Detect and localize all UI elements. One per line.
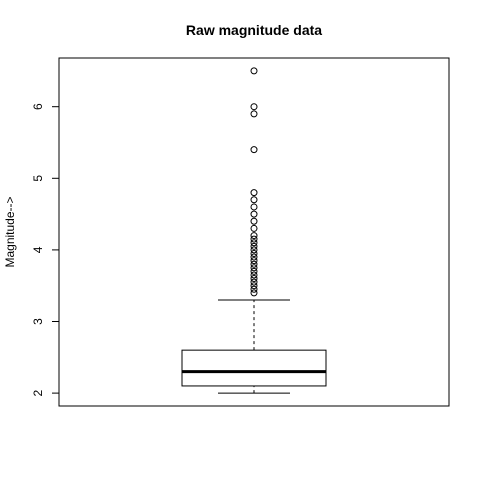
chart-title: Raw magnitude data [186, 22, 322, 38]
outlier-point [250, 246, 258, 254]
outlier-point [250, 235, 258, 243]
outlier-point [250, 278, 258, 286]
outlier-point [250, 271, 258, 279]
outlier-point [250, 196, 258, 204]
y-tick-label: 6 [31, 103, 45, 110]
outlier-point [250, 257, 258, 265]
outlier-point [250, 282, 258, 290]
outlier-point [250, 275, 258, 283]
outlier-point [250, 224, 258, 232]
y-tick-label: 5 [31, 175, 45, 182]
outlier-point [250, 210, 258, 218]
y-tick-label: 3 [31, 318, 45, 325]
outlier-point [250, 110, 258, 118]
outlier-point [250, 289, 258, 297]
outlier-point [250, 232, 258, 240]
outlier-point [250, 217, 258, 225]
outlier-point [250, 239, 258, 247]
outlier-point [250, 67, 258, 75]
y-axis: 2 3 4 5 6 [31, 103, 60, 396]
y-tick-label: 2 [31, 389, 45, 396]
outlier-point [250, 264, 258, 272]
outlier-point [250, 103, 258, 111]
outlier-point [250, 267, 258, 275]
outlier-point [250, 249, 258, 257]
plot-frame [58, 57, 450, 407]
box-plot [181, 299, 327, 394]
y-axis-label: Magnitude--> [3, 196, 17, 267]
outlier-point [250, 189, 258, 197]
outliers [250, 67, 258, 297]
outlier-point [250, 253, 258, 261]
outlier-point [250, 285, 258, 293]
box-iqr [181, 349, 327, 387]
y-tick-label: 4 [31, 246, 45, 253]
outlier-point [250, 260, 258, 268]
outlier-point [250, 203, 258, 211]
outlier-point [250, 242, 258, 250]
outlier-point [250, 146, 258, 154]
